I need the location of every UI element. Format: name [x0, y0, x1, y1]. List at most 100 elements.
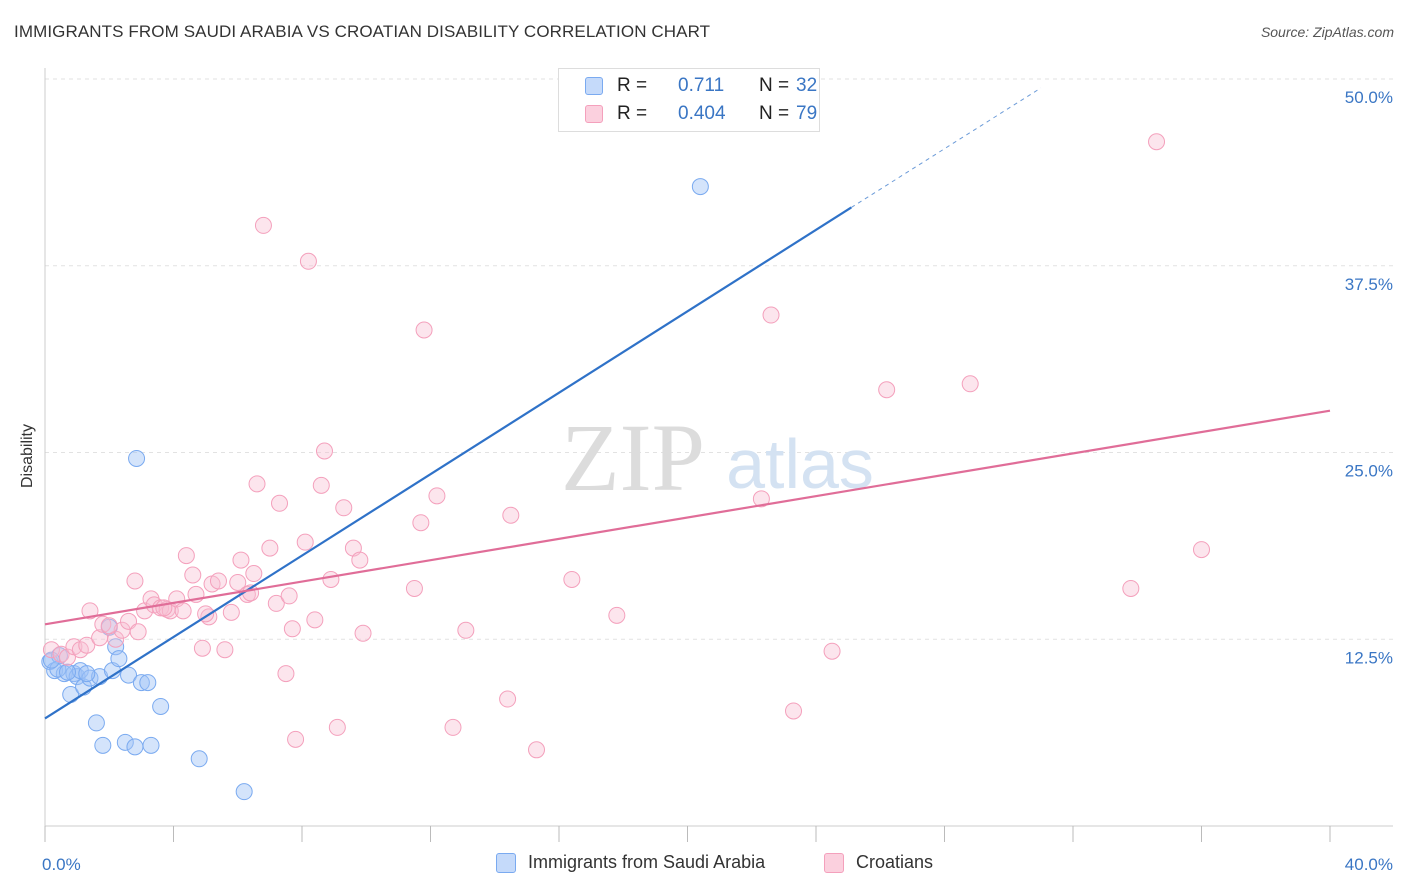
- point-saudi: [142, 736, 160, 754]
- legend-n-value: 32: [796, 75, 818, 96]
- point-croatian: [315, 442, 333, 460]
- point-saudi: [152, 697, 170, 715]
- point-croatian: [312, 476, 330, 494]
- point-croatian: [184, 566, 202, 584]
- watermark: ZIP atlas: [561, 404, 874, 511]
- point-croatian: [248, 475, 266, 493]
- legend-n-label: N =: [759, 103, 790, 124]
- legend-label-croatians: Croatians: [856, 852, 934, 872]
- point-saudi: [126, 738, 144, 756]
- point-croatian: [261, 539, 279, 557]
- point-saudi: [78, 665, 96, 683]
- legend-label-saudi: Immigrants from Saudi Arabia: [528, 852, 766, 872]
- point-croatian: [126, 572, 144, 590]
- point-croatian: [457, 621, 475, 639]
- point-saudi: [235, 783, 253, 801]
- point-croatian: [174, 602, 192, 620]
- point-saudi: [120, 666, 138, 684]
- point-croatian: [752, 490, 770, 508]
- point-croatian: [78, 636, 96, 654]
- point-croatian: [351, 551, 369, 569]
- source-label: Source: ZipAtlas.com: [1260, 24, 1394, 40]
- point-croatian: [299, 252, 317, 270]
- point-croatian: [271, 494, 289, 512]
- point-croatian: [428, 487, 446, 505]
- point-croatian: [322, 570, 340, 588]
- point-croatian: [100, 617, 118, 635]
- legend-swatch-pink: [824, 853, 844, 873]
- point-croatian: [254, 216, 272, 234]
- x-tick-label: 40.0%: [1345, 855, 1393, 874]
- point-croatian: [283, 620, 301, 638]
- trendlines: [44, 87, 1331, 720]
- point-saudi: [87, 714, 105, 732]
- point-saudi: [110, 650, 128, 668]
- point-croatian: [197, 605, 215, 623]
- point-croatian: [94, 615, 112, 633]
- point-croatian: [1148, 133, 1166, 151]
- point-croatian: [335, 499, 353, 517]
- point-croatian: [563, 570, 581, 588]
- point-croatian: [177, 547, 195, 565]
- point-croatian: [528, 741, 546, 759]
- legend-r-label: R =: [617, 75, 648, 96]
- point-saudi: [190, 750, 208, 768]
- x-tick-label: 0.0%: [42, 855, 81, 874]
- point-croatian: [209, 572, 227, 590]
- point-croatian: [354, 624, 372, 642]
- point-croatian: [280, 587, 298, 605]
- point-saudi: [132, 674, 150, 692]
- point-croatian: [58, 648, 76, 666]
- point-croatian: [267, 594, 285, 612]
- point-croatian: [129, 623, 147, 641]
- point-saudi: [128, 449, 146, 467]
- y-tick-label: 12.5%: [1345, 648, 1393, 667]
- point-croatian: [405, 579, 423, 597]
- point-croatian: [823, 642, 841, 660]
- trendline-saudi-extension: [851, 87, 1042, 208]
- point-saudi: [94, 736, 112, 754]
- watermark-zip: ZIP: [561, 404, 705, 511]
- y-tick-label: 25.0%: [1345, 462, 1393, 481]
- point-croatian: [502, 506, 520, 524]
- point-saudi: [58, 663, 76, 681]
- point-croatian: [961, 375, 979, 393]
- tick-labels: 12.5% 25.0% 37.5% 50.0% 0.0% 40.0%: [42, 88, 1393, 874]
- legend-swatch-blue: [585, 77, 603, 95]
- watermark-atlas: atlas: [726, 425, 874, 503]
- y-tick-label: 37.5%: [1345, 275, 1393, 294]
- point-croatian: [415, 321, 433, 339]
- legend-r-value: 0.404: [678, 103, 726, 124]
- y-tick-label: 50.0%: [1345, 88, 1393, 107]
- point-croatian: [81, 602, 99, 620]
- legend-swatch-pink: [585, 105, 603, 123]
- trendline-saudi: [44, 206, 852, 720]
- point-saudi: [139, 674, 157, 692]
- point-croatian: [328, 718, 346, 736]
- point-croatian: [232, 551, 250, 569]
- point-croatian: [216, 641, 234, 659]
- point-croatian: [120, 612, 138, 630]
- point-croatian: [277, 665, 295, 683]
- point-croatian: [878, 381, 896, 399]
- point-croatian: [287, 730, 305, 748]
- legend-r-value: 0.711: [678, 75, 725, 96]
- legend-swatch-blue: [496, 853, 516, 873]
- legend-r-label: R =: [617, 103, 648, 124]
- point-croatian: [412, 514, 430, 532]
- point-croatian: [785, 702, 803, 720]
- point-saudi: [116, 733, 134, 751]
- point-croatian: [222, 603, 240, 621]
- point-croatian: [444, 718, 462, 736]
- point-croatian: [306, 611, 324, 629]
- point-croatian: [155, 599, 173, 617]
- point-croatian: [499, 690, 517, 708]
- trendline-croatian: [44, 409, 1331, 626]
- point-croatian: [42, 641, 60, 659]
- point-croatian: [608, 606, 626, 624]
- point-croatian: [296, 533, 314, 551]
- legend-n-value: 79: [796, 103, 818, 124]
- legend-n-label: N =: [759, 75, 790, 96]
- axes: [44, 68, 1393, 842]
- point-croatian: [193, 639, 211, 657]
